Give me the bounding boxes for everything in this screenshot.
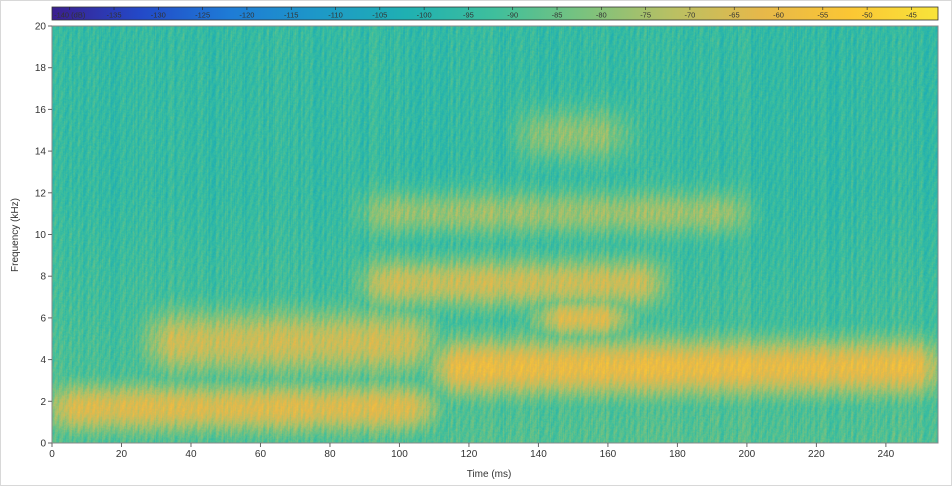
x-tick-label: 0 [49,449,55,460]
y-tick-label: 6 [40,313,46,324]
colorbar-gradient [51,6,939,21]
x-tick-label: 140 [530,449,547,460]
colorbar-tick-label: -100 [417,11,432,20]
colorbar-tick-label: -55 [817,11,828,20]
colorbar-tick-label: -65 [729,11,740,20]
colorbar-tick-label: -140 (dB) [54,11,86,20]
x-tick-label: 100 [391,449,408,460]
colorbar-tick-label: -85 [552,11,563,20]
y-tick-label: 14 [35,147,47,158]
x-tick-label: 160 [600,449,617,460]
y-tick-label: 2 [40,397,46,408]
colorbar-tick-label: -45 [906,11,917,20]
x-tick-label: 180 [669,449,686,460]
x-tick-label: 220 [808,449,825,460]
y-tick-label: 20 [35,22,47,33]
colorbar-tick-label: -90 [507,11,518,20]
colorbar-tick-label: -75 [640,11,651,20]
colorbar: -140 (dB) -135 -130 -125 -120 -115 -110 -105 -10… [51,6,939,21]
y-tick-label: 0 [40,439,46,450]
x-tick-label: 200 [739,449,756,460]
plot-area [52,26,938,443]
x-tick-label: 80 [324,449,336,460]
y-tick-label: 10 [35,230,47,241]
colorbar-tick-label: -125 [195,11,210,20]
colorbar-tick-label: -70 [684,11,695,20]
colorbar-tick-label: -50 [862,11,873,20]
x-axis-label: Time (ms) [467,469,512,480]
y-axis-label: Frequency (kHz) [10,198,21,272]
colorbar-tick-label: -130 [151,11,166,20]
y-tick-label: 16 [35,105,47,116]
colorbar-tick-label: -120 [239,11,254,20]
x-tick-label: 240 [878,449,895,460]
colorbar-tick-label: -115 [284,11,298,20]
colorbar-tick-label: -95 [463,11,474,20]
colorbar-tick-label: -80 [596,11,607,20]
x-tick-label: 120 [461,449,478,460]
colorbar-tick-label: -110 [328,11,342,20]
x-tick-label: 20 [116,449,128,460]
x-tick-label: 40 [185,449,197,460]
x-tick-label: 60 [255,449,267,460]
colorbar-tick-label: -135 [107,11,122,20]
y-tick-label: 8 [40,272,46,283]
colorbar-tick-label: -60 [773,11,784,20]
colorbar-tick-label: -105 [372,11,387,20]
y-tick-label: 18 [35,63,47,74]
y-tick-label: 12 [35,188,47,199]
y-tick-label: 4 [40,355,46,366]
